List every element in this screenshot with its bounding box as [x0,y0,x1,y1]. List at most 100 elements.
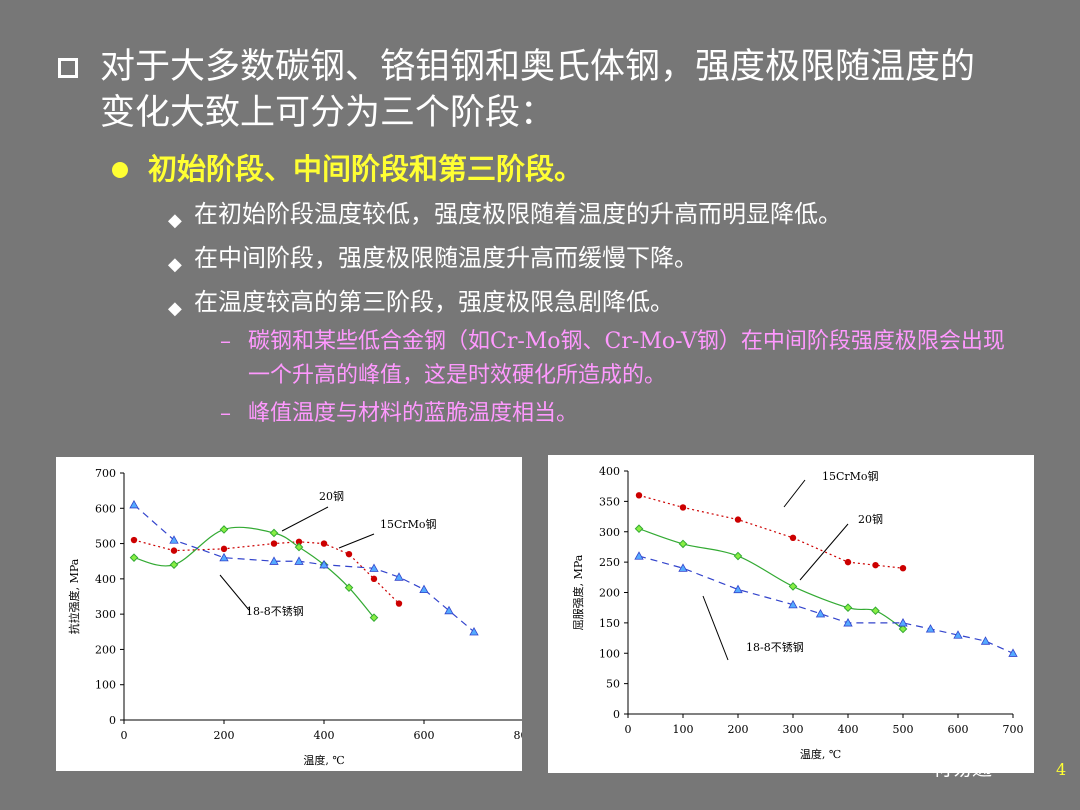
circle-marker [295,538,303,546]
series-15CrMo钢 [130,536,403,607]
annotation-leader [219,574,250,611]
triangle-marker [980,636,991,645]
y-tick-label: 700 [95,467,116,480]
diamond-marker [788,582,798,591]
series-line [133,526,375,619]
x-tick-label: 400 [838,723,859,736]
bullet-level4-text: 碳钢和某些低合金钢（如Cr-Mo钢、Cr-Mo-V钢）在中间阶段强度极限会出现一… [248,329,1005,388]
x-axis-label: 温度, ℃ [303,753,344,767]
diamond-marker [169,560,179,570]
circle-marker [170,547,178,554]
x-axis-label: 温度, ℃ [800,747,841,761]
dash-bullet: – [220,329,231,354]
circle-marker [899,565,907,572]
annotation-leader [799,523,849,581]
y-tick-label: 500 [95,538,116,551]
annotation-label: 15CrMo钢 [822,470,879,483]
x-tick-label: 200 [214,729,235,742]
y-tick-label: 400 [95,573,116,586]
triangle-marker [634,551,644,560]
page-number: 4 [1056,760,1067,779]
x-tick-label: 700 [1003,723,1024,736]
dash-bullet: – [220,401,231,426]
diamond-marker [898,624,908,634]
series-18-8不锈钢 [129,499,479,636]
triangle-marker [788,599,798,609]
circle-marker [679,504,687,511]
diamond-marker [634,524,644,534]
bullet-level3-text: 在温度较高的第三阶段，强度极限急剧降低。 [194,288,674,316]
triangle-marker [369,563,379,572]
x-tick-label: 300 [783,723,804,736]
series-20钢 [634,524,908,634]
series-15CrMo钢 [635,492,907,572]
diamond-marker [871,606,880,616]
round-bullet-icon [112,162,128,178]
diamond-marker [369,613,379,622]
triangle-marker [678,563,688,572]
triangle-marker [898,618,908,627]
diamond-marker [219,525,229,534]
series-line [638,555,1014,654]
annotation-label: 20钢 [858,513,883,526]
yield-strength-chart-svg: 0 50 100 150 200 250 300 350 400 0 100 200 300 400 500… [571,465,1024,761]
x-tick-label: 100 [673,723,694,736]
y-tick-label: 200 [95,643,116,656]
diamond-marker [344,583,354,592]
square-bullet-icon [58,58,78,78]
triangle-marker [219,552,229,562]
bullet-level3-text: 在中间阶段，强度极限随温度升高而缓慢下降。 [194,244,698,272]
triangle-marker [294,556,304,565]
diamond-marker [294,542,304,552]
circle-marker [872,561,879,569]
y-tick-label: 100 [95,679,116,692]
bullet-level1-text: 对于大多数碳钢、铬钼钢和奥氏体钢，强度极限随温度的变化大致上可分为三个阶段： [100,47,976,133]
triangle-marker [169,535,179,544]
diamond-bullet-icon: ◆ [168,298,182,319]
circle-marker [734,516,742,523]
series-line [638,494,904,569]
yield-strength-chart: 0 50 100 150 200 250 300 350 400 0 100 200 300 400 500… [548,455,1034,773]
y-tick-label: 50 [606,678,620,691]
y-tick-label: 400 [599,465,620,478]
y-tick-label: 100 [599,647,620,660]
annotation-label: 18-8不锈钢 [746,641,804,654]
triangle-marker [953,630,963,639]
triangle-marker [925,624,936,633]
y-tick-label: 300 [95,608,116,621]
circle-marker [220,545,228,553]
triangle-marker [394,572,404,581]
bullet-level2-text: 初始阶段、中间阶段和第三阶段。 [148,152,584,186]
tensile-strength-chart-svg: 0 100 200 300 400 500 600 700 0 200 400 600 800 温度, ℃… [67,467,535,767]
x-tick-label: 600 [414,729,435,742]
annotation-label: 15CrMo钢 [380,518,437,531]
x-tick-label: 0 [121,729,128,742]
triangle-marker [419,584,429,594]
triangle-marker [733,584,743,594]
triangle-marker [319,559,329,569]
circle-marker [395,600,403,607]
circle-marker [370,575,378,583]
diamond-marker [733,551,743,561]
series-18-8不锈钢 [634,551,1018,657]
y-tick-label: 0 [109,714,116,727]
diamond-marker [129,553,139,562]
circle-marker [320,540,328,547]
triangle-marker [129,499,139,509]
x-tick-label: 400 [314,729,335,742]
tensile-strength-chart: 0 100 200 300 400 500 600 700 0 200 400 600 800 温度, ℃… [56,457,535,771]
x-tick-label: 0 [625,723,632,736]
circle-marker [789,534,797,542]
annotation-leader [702,595,729,661]
series-line [638,528,904,630]
y-tick-label: 600 [95,502,116,515]
bullet-level3-text: 在初始阶段温度较低，强度极限随着温度的升高而明显降低。 [194,200,842,228]
triangle-marker [843,618,853,627]
diamond-marker [269,528,279,538]
x-tick-label: 800 [514,729,523,742]
triangle-marker [269,556,279,565]
annotation-label: 20钢 [319,490,344,503]
y-axis-label: 屈服强度, MPa [571,554,585,630]
annotation-leader [783,479,806,508]
triangle-marker [1008,648,1018,657]
